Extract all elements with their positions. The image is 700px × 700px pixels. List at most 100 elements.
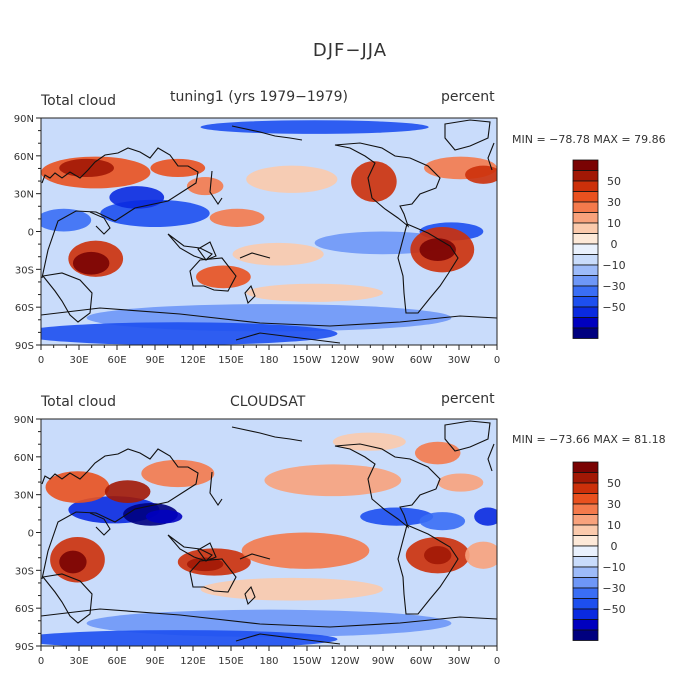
colorbar-swatch bbox=[572, 545, 599, 557]
x-tick-label: 30E bbox=[69, 355, 88, 366]
x-tick-label: 60W bbox=[410, 656, 433, 667]
panel-title: CLOUDSAT bbox=[230, 394, 306, 410]
colorbar-label: −30 bbox=[602, 582, 625, 595]
panel-variable-label: Total cloud bbox=[41, 93, 117, 109]
colorbar-swatch bbox=[572, 222, 599, 234]
colorbar-swatch bbox=[572, 285, 599, 297]
colorbar-labels: 50 30 10 0 −10 −30 −50 bbox=[602, 175, 625, 314]
panel-units-label: percent bbox=[441, 391, 495, 407]
x-tick-label: 60W bbox=[410, 355, 433, 366]
colorbar-swatch bbox=[572, 306, 599, 318]
cloud-anomaly-region bbox=[145, 509, 183, 524]
x-axis: 0 30E 60E 90E 120E 150E 180 150W 120W 90W 60W 30W 0 bbox=[38, 646, 500, 667]
cloud-anomaly-region bbox=[414, 441, 461, 465]
colorbar-swatch bbox=[572, 598, 599, 610]
colorbar-swatch bbox=[572, 535, 599, 547]
x-tick-label: 150E bbox=[218, 355, 243, 366]
cloud-anomaly-region bbox=[232, 242, 324, 266]
cloud-anomaly-region bbox=[424, 546, 452, 565]
cloud-anomaly-region bbox=[104, 480, 151, 503]
colorbar-swatch bbox=[572, 587, 599, 599]
colorbar-label: −30 bbox=[602, 280, 625, 293]
x-tick-label: 0 bbox=[38, 355, 44, 366]
map-plot: 0 30E 60E 90E 120E 150E 180 150W 120W 90W 60W 30W 0 … bbox=[14, 114, 500, 366]
x-tick-label: 180 bbox=[259, 355, 278, 366]
cloud-anomaly-region bbox=[59, 550, 87, 574]
colorbar-label: 50 bbox=[607, 175, 621, 188]
x-axis: 0 30E 60E 90E 120E 150E 180 150W 120W 90W 60W 30W 0 bbox=[38, 345, 500, 366]
colorbar-swatch bbox=[572, 275, 599, 287]
x-tick-label: 30W bbox=[448, 355, 471, 366]
y-tick-label: 60S bbox=[15, 303, 34, 314]
cloud-anomaly-region bbox=[246, 283, 383, 302]
colorbar-swatch bbox=[572, 264, 599, 276]
x-tick-label: 120W bbox=[331, 656, 360, 667]
cloud-anomaly-region bbox=[437, 473, 484, 492]
y-tick-label: 60N bbox=[14, 453, 34, 464]
cloud-anomaly-region bbox=[196, 265, 251, 289]
colorbar-swatch bbox=[572, 191, 599, 203]
y-tick-label: 0 bbox=[28, 529, 34, 540]
coastlines bbox=[41, 420, 497, 645]
y-tick-label: 30S bbox=[15, 566, 34, 577]
colorbar-label: 0 bbox=[611, 540, 618, 553]
map-plot: 0 30E 60E 90E 120E 150E 180 150W 120W 90W 60W 30W 0 … bbox=[14, 415, 500, 667]
colorbar-swatch bbox=[572, 243, 599, 255]
cloud-anomaly-region bbox=[72, 251, 110, 275]
colorbar-swatch bbox=[572, 296, 599, 308]
y-tick-label: 60S bbox=[15, 604, 34, 615]
colorbar-label: 30 bbox=[607, 498, 621, 511]
cloud-anomaly-region bbox=[186, 177, 224, 196]
cloud-anomaly-region bbox=[465, 165, 497, 184]
colorbar-swatch bbox=[572, 233, 599, 245]
colorbar-boxes bbox=[572, 461, 599, 641]
colorbar-swatch bbox=[572, 254, 599, 266]
x-tick-label: 180 bbox=[259, 656, 278, 667]
cloud-anomaly-region bbox=[200, 577, 383, 601]
colorbar-label: 10 bbox=[607, 217, 621, 230]
x-tick-label: 90W bbox=[372, 656, 395, 667]
colorbar-swatch bbox=[572, 170, 599, 182]
colorbar-swatch bbox=[572, 482, 599, 494]
x-tick-label: 0 bbox=[494, 355, 500, 366]
main-title: DJF−JJA bbox=[312, 40, 388, 61]
colorbar-swatch bbox=[572, 493, 599, 505]
cloud-anomaly-region bbox=[109, 186, 165, 209]
colorbar-swatch bbox=[572, 608, 599, 620]
x-tick-label: 150W bbox=[293, 355, 322, 366]
colorbar-swatch bbox=[572, 212, 599, 224]
y-tick-label: 30N bbox=[14, 491, 34, 502]
colorbar-label: 30 bbox=[607, 196, 621, 209]
panel-min-max-stats: MIN = −73.66 MAX = 81.18 bbox=[512, 433, 666, 446]
y-tick-label: 0 bbox=[28, 228, 34, 239]
panel-variable-label: Total cloud bbox=[41, 394, 117, 410]
colorbar-label: 10 bbox=[607, 519, 621, 532]
colorbar-swatch bbox=[572, 524, 599, 536]
colorbar-label: −50 bbox=[602, 301, 625, 314]
colorbar-label: −10 bbox=[602, 259, 625, 272]
colorbar: 50 30 10 0 −10 −30 −50 bbox=[572, 461, 626, 641]
cloud-anomaly-region bbox=[246, 165, 338, 193]
coastlines bbox=[41, 119, 497, 344]
colorbar-labels: 50 30 10 0 −10 −30 −50 bbox=[602, 477, 625, 616]
colorbar-label: 0 bbox=[611, 238, 618, 251]
cloud-anomaly-region bbox=[360, 507, 434, 526]
colorbar-swatch bbox=[572, 201, 599, 213]
cloud-anomaly-region bbox=[209, 208, 265, 227]
x-tick-label: 0 bbox=[494, 656, 500, 667]
colorbar-swatch bbox=[572, 503, 599, 515]
x-tick-label: 150W bbox=[293, 656, 322, 667]
y-tick-label: 90S bbox=[15, 341, 34, 352]
y-tick-label: 30N bbox=[14, 190, 34, 201]
y-axis: 90N 60N 30N 0 30S 60S 90S bbox=[14, 415, 41, 653]
colorbar-swatch bbox=[572, 566, 599, 578]
cloud-anomaly-region bbox=[474, 507, 497, 526]
colorbar-swatch bbox=[572, 159, 599, 171]
panel-units-label: percent bbox=[441, 89, 495, 105]
cloud-anomaly-region bbox=[264, 464, 402, 497]
colorbar-swatch bbox=[572, 180, 599, 192]
colorbar-swatch bbox=[572, 619, 599, 631]
cloud-anomaly-region bbox=[465, 541, 497, 569]
cloud-anomaly-region bbox=[141, 459, 215, 488]
y-tick-label: 90N bbox=[14, 415, 34, 426]
